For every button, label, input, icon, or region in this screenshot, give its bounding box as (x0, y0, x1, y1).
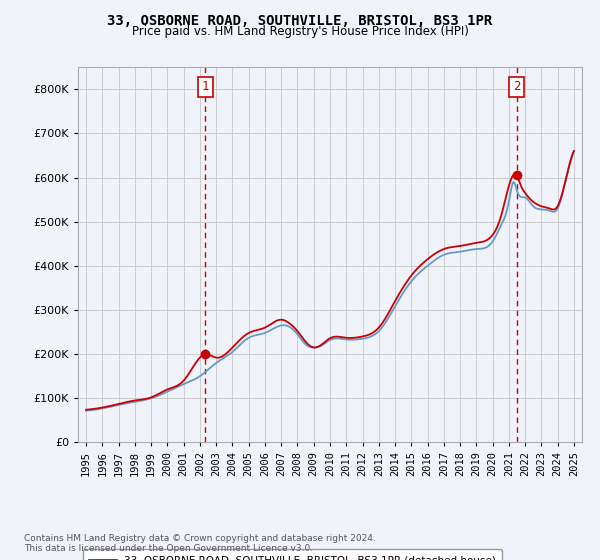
Text: 33, OSBORNE ROAD, SOUTHVILLE, BRISTOL, BS3 1PR: 33, OSBORNE ROAD, SOUTHVILLE, BRISTOL, B… (107, 14, 493, 28)
Legend: 33, OSBORNE ROAD, SOUTHVILLE, BRISTOL, BS3 1PR (detached house), HPI: Average pr: 33, OSBORNE ROAD, SOUTHVILLE, BRISTOL, B… (83, 549, 502, 560)
Text: 1: 1 (202, 80, 209, 94)
Text: This data is licensed under the Open Government Licence v3.0.: This data is licensed under the Open Gov… (24, 544, 313, 553)
Text: Contains HM Land Registry data © Crown copyright and database right 2024.: Contains HM Land Registry data © Crown c… (24, 534, 376, 543)
Text: Price paid vs. HM Land Registry's House Price Index (HPI): Price paid vs. HM Land Registry's House … (131, 25, 469, 38)
Text: 2: 2 (513, 80, 520, 94)
